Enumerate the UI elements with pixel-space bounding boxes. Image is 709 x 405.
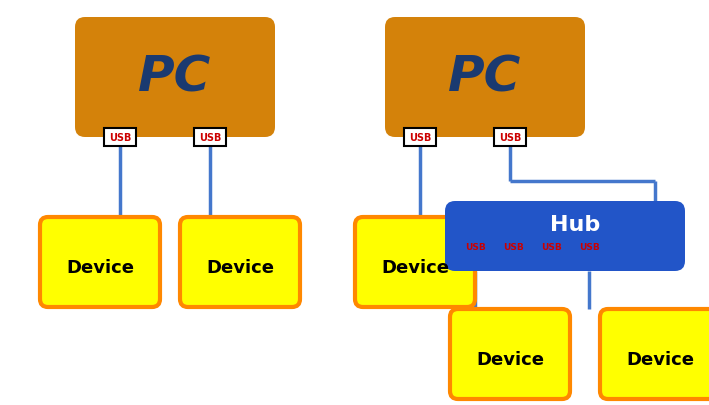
FancyBboxPatch shape <box>40 217 160 307</box>
Text: PC: PC <box>138 54 212 102</box>
Text: USB: USB <box>499 133 521 143</box>
Text: Hub: Hub <box>550 215 600 234</box>
FancyBboxPatch shape <box>194 129 226 147</box>
Text: USB: USB <box>464 243 486 252</box>
Text: USB: USB <box>541 243 562 252</box>
Text: Device: Device <box>206 258 274 276</box>
FancyBboxPatch shape <box>75 18 275 138</box>
FancyBboxPatch shape <box>385 18 585 138</box>
Text: USB: USB <box>503 243 523 252</box>
FancyBboxPatch shape <box>355 217 475 307</box>
FancyBboxPatch shape <box>104 129 136 147</box>
Text: Device: Device <box>381 258 449 276</box>
FancyBboxPatch shape <box>450 309 570 399</box>
Text: USB: USB <box>579 243 599 252</box>
Text: USB: USB <box>108 133 131 143</box>
FancyBboxPatch shape <box>600 309 709 399</box>
Text: Device: Device <box>66 258 134 276</box>
Text: PC: PC <box>448 54 522 102</box>
Text: USB: USB <box>409 133 431 143</box>
Text: Device: Device <box>626 350 694 368</box>
Text: Device: Device <box>476 350 544 368</box>
FancyBboxPatch shape <box>445 202 685 271</box>
FancyBboxPatch shape <box>180 217 300 307</box>
FancyBboxPatch shape <box>404 129 436 147</box>
Text: USB: USB <box>199 133 221 143</box>
FancyBboxPatch shape <box>494 129 526 147</box>
